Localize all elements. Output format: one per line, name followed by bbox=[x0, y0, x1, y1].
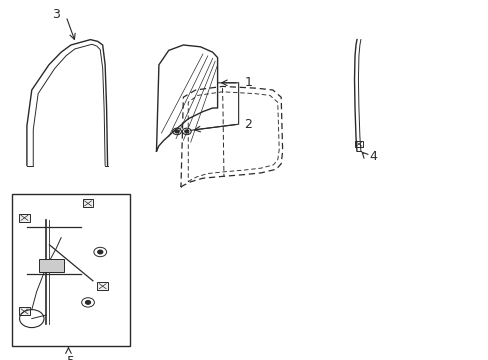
Bar bbox=[82, 199, 93, 207]
Bar bbox=[19, 307, 30, 315]
Bar bbox=[354, 141, 363, 147]
Bar bbox=[12, 194, 129, 346]
Circle shape bbox=[175, 130, 179, 133]
Text: 2: 2 bbox=[244, 118, 252, 131]
Circle shape bbox=[85, 301, 90, 304]
Text: 1: 1 bbox=[244, 76, 252, 89]
Bar bbox=[97, 282, 108, 290]
Bar bbox=[19, 214, 30, 222]
Text: 5: 5 bbox=[67, 355, 75, 360]
Circle shape bbox=[98, 250, 102, 254]
Text: 4: 4 bbox=[369, 150, 377, 163]
Bar bbox=[39, 259, 63, 272]
Circle shape bbox=[184, 130, 188, 133]
Text: 3: 3 bbox=[52, 8, 60, 21]
